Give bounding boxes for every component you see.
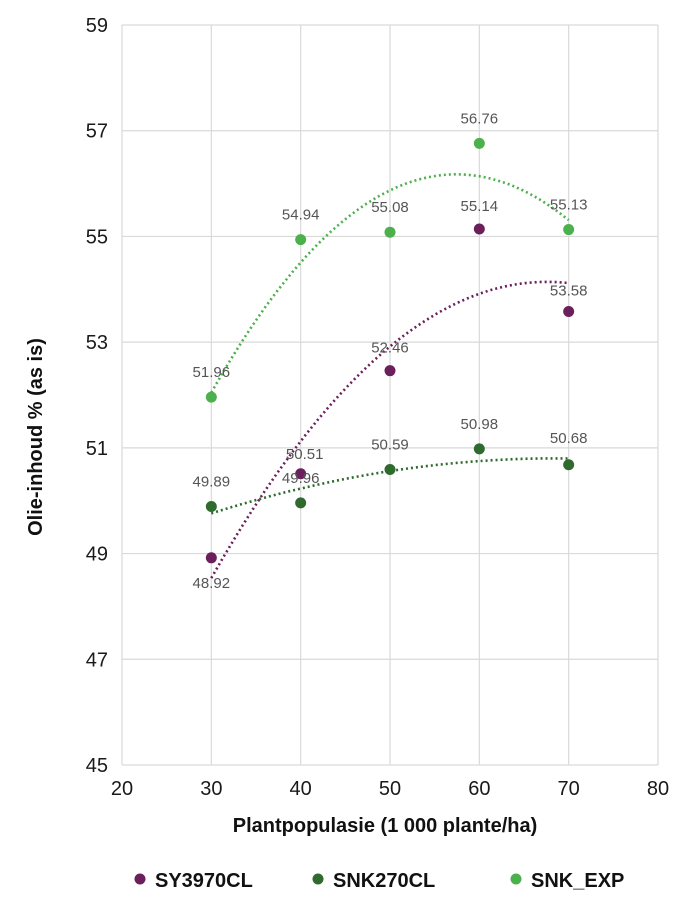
data-point-snk_exp [205, 391, 217, 403]
data-label-snk_exp: 55.08 [371, 199, 409, 216]
data-label-snk_exp: 54.94 [282, 207, 320, 224]
y-tick-label: 45 [86, 755, 108, 777]
y-tick-label: 59 [86, 15, 108, 37]
trendline-snk_exp [210, 172, 570, 394]
data-points [205, 137, 575, 564]
data-point-sy3970cl [563, 305, 575, 317]
y-axis-title: Olie-inhoud % (as is) [25, 338, 47, 536]
y-tick-label: 47 [86, 649, 108, 671]
legend-label-snk270cl: SNK270CL [333, 870, 435, 892]
data-label-sy3970cl: 52.46 [371, 340, 409, 357]
data-point-snk270cl [384, 464, 396, 476]
legend-label-snk_exp: SNK_EXP [531, 870, 624, 892]
data-label-snk_exp: 55.13 [550, 197, 588, 214]
data-point-snk_exp [473, 137, 485, 149]
x-tick-label: 70 [558, 778, 580, 800]
y-tick-label: 53 [86, 332, 108, 354]
axis-tick-labels: 20 30 40 50 60 70 80 45 47 49 51 53 55 57 59 [86, 15, 669, 800]
y-tick-label: 49 [86, 544, 108, 566]
data-label-sy3970cl: 53.58 [550, 282, 588, 299]
y-tick-label: 57 [86, 121, 108, 143]
data-label-snk270cl: 50.98 [461, 416, 499, 433]
data-label-snk270cl: 49.96 [282, 470, 320, 487]
data-point-snk_exp [384, 226, 396, 238]
data-point-snk_exp [563, 224, 575, 236]
x-tick-label: 50 [379, 778, 401, 800]
x-tick-label: 80 [647, 778, 669, 800]
data-point-sy3970cl [295, 468, 307, 480]
grid-lines [121, 24, 659, 766]
x-tick-label: 60 [468, 778, 490, 800]
x-tick-label: 30 [200, 778, 222, 800]
data-point-sy3970cl [473, 223, 485, 235]
y-tick-label: 51 [86, 438, 108, 460]
data-point-snk270cl [563, 459, 575, 471]
data-label-snk270cl: 50.68 [550, 430, 588, 447]
data-point-sy3970cl [205, 552, 217, 564]
legend-marker-snk270cl [312, 873, 324, 885]
data-point-sy3970cl [384, 365, 396, 377]
trendlines [210, 172, 570, 579]
data-point-snk270cl [205, 501, 217, 513]
legend-marker-sy3970cl [134, 873, 146, 885]
x-tick-label: 20 [111, 778, 133, 800]
data-label-snk_exp: 56.76 [461, 110, 499, 127]
data-label-sy3970cl: 48.92 [193, 575, 231, 592]
data-label-sy3970cl: 55.14 [461, 198, 499, 215]
data-label-snk270cl: 49.89 [193, 474, 231, 491]
y-tick-label: 55 [86, 226, 108, 248]
data-point-snk270cl [295, 497, 307, 509]
legend-label-sy3970cl: SY3970CL [155, 870, 253, 892]
data-point-snk_exp [295, 234, 307, 246]
x-tick-label: 40 [290, 778, 312, 800]
data-label-snk270cl: 50.59 [371, 437, 409, 454]
data-point-snk270cl [473, 443, 485, 455]
legend-marker-snk_exp [510, 873, 522, 885]
x-axis-title: Plantpopulasie (1 000 plante/ha) [233, 815, 538, 837]
legend: SY3970CL SNK270CL SNK_EXP [134, 870, 624, 892]
data-labels: 48.92 50.51 52.46 55.14 53.58 49.89 49.96 50.59… [193, 110, 588, 591]
data-label-sy3970cl: 50.51 [286, 446, 324, 463]
data-label-snk_exp: 51.96 [193, 364, 231, 381]
